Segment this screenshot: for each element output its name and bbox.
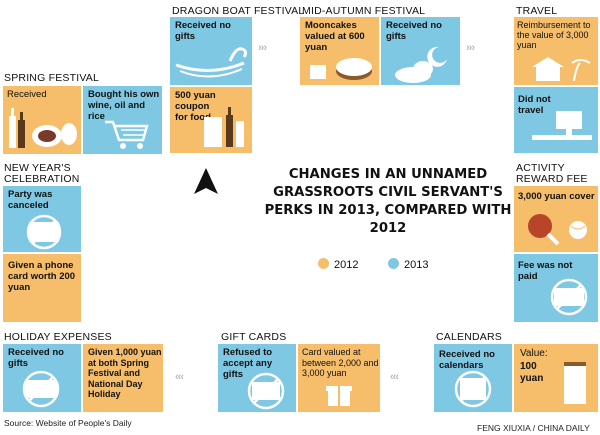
no-calendar-icon	[454, 370, 492, 408]
gift-cards-2013-panel: Refused to accept any gifts	[218, 344, 296, 412]
spring-festival-2013-panel: Bought his own wine, oil and rice	[83, 86, 162, 154]
mid-autumn-2013-text: Received no gifts	[386, 20, 442, 42]
new-year-title-line2: CELEBRATION	[4, 173, 80, 185]
dragon-boat-2012-text: 500 yuan coupon for food	[175, 90, 216, 123]
legend-2013: 2013	[388, 258, 428, 272]
dragon-boat-2012-panel: 500 yuan coupon for food	[170, 87, 252, 153]
activity-2012-text: 3,000 yuan cover	[518, 191, 595, 202]
legend-2012-label: 2012	[334, 259, 359, 271]
gift-cards-title: GIFT CARDS	[221, 331, 287, 343]
holiday-2013-panel: Received no gifts	[3, 344, 81, 412]
travel-2012-text: Reimbursement to the value of 3,000 yuan	[517, 20, 591, 50]
gift-box-icon	[326, 386, 352, 406]
hotel-icon	[532, 57, 591, 82]
travel-title: TRAVEL	[516, 5, 558, 17]
shopping-cart-icon	[105, 120, 149, 149]
travel-2012-panel: Reimbursement to the value of 3,000 yuan	[514, 17, 598, 85]
arrow-left-1: ‹‹‹	[175, 371, 184, 383]
calendars-2013-panel: Received no calendars	[434, 344, 512, 412]
mid-autumn-2013-panel: Received no gifts	[381, 17, 460, 85]
holiday-2013-text: Received no gifts	[8, 347, 64, 369]
holiday-2012-text: Given 1,000 yuan at both Spring Festival…	[88, 347, 162, 399]
arrow-right-1: ›››	[258, 42, 267, 54]
mooncake-icon	[310, 58, 372, 80]
legend-2012: 2012	[318, 258, 358, 272]
holiday-title: HOLIDAY EXPENSES	[4, 331, 112, 343]
gift-cards-2013-text: Refused to accept any gifts	[223, 347, 273, 380]
activity-2013-panel: Fee was not paid	[514, 254, 598, 322]
spring-festival-2013-text: Bought his own wine, oil and rice	[88, 89, 160, 122]
arrow-left-2: ‹‹‹	[390, 371, 399, 383]
activity-title-line1: ACTIVITY	[516, 162, 565, 174]
travel-2013-panel: Did not travel	[514, 87, 598, 153]
dragon-boat-2013-panel: Received no gifts	[170, 17, 252, 85]
computer-desk-icon	[532, 111, 592, 140]
travel-2013-text: Did not travel	[518, 94, 551, 116]
credit-note: FENG XIUXIA / CHINA DAILY	[477, 423, 590, 433]
wine-bottles-icon	[9, 108, 77, 148]
north-arrow-icon	[194, 168, 218, 194]
source-note: Source: Website of People's Daily	[4, 418, 132, 428]
holiday-2012-panel: Given 1,000 yuan at both Spring Festival…	[83, 344, 163, 412]
food-coupon-icon	[204, 107, 244, 147]
moon-cloud-icon	[395, 46, 447, 83]
spring-festival-title: SPRING FESTIVAL	[4, 72, 99, 84]
arrow-right-2: ›››	[466, 42, 475, 54]
new-year-title-line1: NEW YEAR'S	[4, 162, 71, 174]
new-year-2013-text: Party was canceled	[8, 189, 53, 211]
new-year-2013-panel: Party was canceled	[3, 186, 81, 252]
refused-gift-card-icon	[247, 372, 285, 410]
gift-cards-2012-panel: Card valued at between 2,000 and 3,000 y…	[298, 344, 380, 412]
new-year-2012-panel: Given a phone card worth 200 yuan	[3, 254, 81, 322]
dragon-boat-2013-text: Received no gifts	[175, 20, 231, 42]
calendars-2013-text: Received no calendars	[439, 349, 495, 371]
calendars-2012-value: 100 yuan	[520, 361, 544, 384]
canceled-card-icon	[26, 214, 62, 250]
calendars-title: CALENDARS	[436, 331, 502, 343]
activity-title-line2: REWARD FEE	[516, 173, 588, 185]
legend-2013-label: 2013	[404, 259, 429, 271]
legend-2012-swatch	[318, 258, 329, 269]
infographic-title: CHANGES IN AN UNNAMED GRASSROOTS CIVIL S…	[264, 167, 512, 236]
dragon-boat-title: DRAGON BOAT FESTIVAL	[172, 5, 305, 17]
no-cash-icon	[22, 370, 60, 408]
ping-pong-paddle-icon	[528, 214, 587, 246]
mid-autumn-title: MID-AUTUMN FESTIVAL	[302, 5, 426, 17]
mid-autumn-2012-panel: Mooncakes valued at 600 yuan	[300, 17, 379, 85]
spring-festival-2012-text: Received	[7, 89, 47, 100]
activity-2013-text: Fee was not paid	[518, 260, 573, 282]
calendars-2012-panel: Value: 100 yuan	[514, 344, 598, 412]
gift-cards-2012-text: Card valued at between 2,000 and 3,000 y…	[302, 347, 379, 378]
calendar-icon	[564, 362, 586, 404]
new-year-2012-text: Given a phone card worth 200 yuan	[8, 260, 76, 293]
dragon-boat-icon	[175, 47, 248, 78]
legend-2013-swatch	[388, 258, 399, 269]
calendars-2012-label: Value:	[520, 348, 548, 359]
no-money-icon	[550, 278, 588, 316]
mid-autumn-2012-text: Mooncakes valued at 600 yuan	[305, 20, 365, 53]
spring-festival-2012-panel: Received	[3, 86, 81, 154]
activity-2012-panel: 3,000 yuan cover	[514, 186, 598, 252]
